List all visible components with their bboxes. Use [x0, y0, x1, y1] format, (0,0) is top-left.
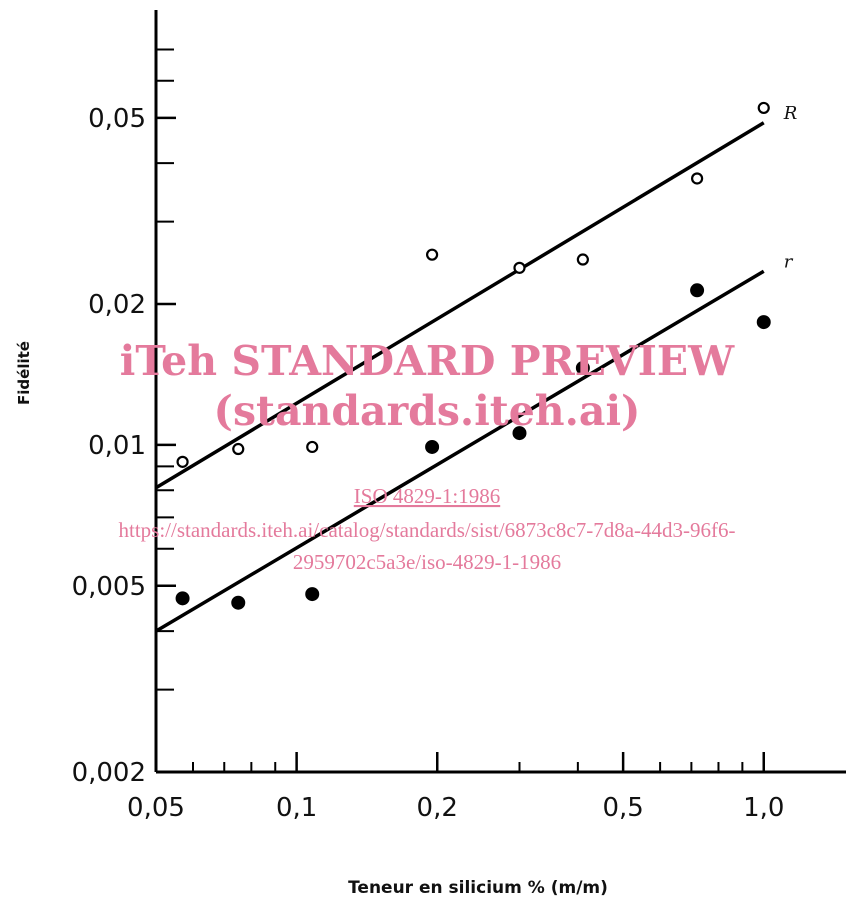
data-point-r: [231, 595, 246, 610]
axes: 0,05 0,1 0,2 0,5 1,0 0,002 0,005 0,01 0,02 0,05: [72, 10, 846, 823]
watermark-url-1[interactable]: https://standards.iteh.ai/catalog/standa…: [118, 518, 735, 542]
y-tick-label: 0,02: [88, 290, 146, 320]
watermark-title: iTeh STANDARD PREVIEW: [120, 337, 735, 385]
data-point-R: [757, 101, 770, 115]
data-point-r: [512, 426, 527, 441]
data-point-r: [690, 283, 705, 298]
data-point-R: [232, 442, 245, 456]
y-tick-label: 0,01: [88, 431, 146, 461]
y-axis-title: Fidélité: [15, 341, 33, 405]
data-point-r: [575, 361, 590, 376]
data-point-R: [513, 261, 526, 274]
watermark-url-2[interactable]: 2959702c5a3e/iso-4829-1-1986: [293, 550, 561, 574]
data-point-R: [176, 455, 189, 468]
data-point-r: [756, 315, 771, 330]
x-tick-label: 0,2: [417, 793, 458, 823]
x-tick-label: 0,1: [276, 793, 317, 823]
fit-lines: [155, 121, 765, 633]
series-labels: Rr: [783, 103, 798, 273]
watermark: iTeh STANDARD PREVIEW (standards.iteh.ai…: [118, 337, 735, 574]
x-axis-title: Teneur en silicium % (m/m): [348, 878, 608, 898]
data-point-R: [690, 172, 704, 185]
fit-line-R: [155, 121, 765, 490]
x-tick-label: 1,0: [743, 793, 784, 823]
data-point-R: [576, 253, 589, 266]
y-tick-label: 0,005: [72, 572, 146, 602]
data-point-r: [425, 439, 440, 454]
data-points: [175, 101, 771, 610]
data-point-R: [306, 440, 319, 454]
y-tick-label: 0,05: [88, 104, 146, 134]
fit-line-r: [155, 269, 765, 633]
data-point-R: [426, 248, 439, 261]
watermark-subtitle: (standards.iteh.ai): [214, 387, 641, 435]
y-tick-label: 0,002: [72, 758, 146, 788]
x-tick-label: 0,5: [602, 793, 643, 823]
series-label-R: R: [783, 103, 798, 124]
x-tick-label: 0,05: [127, 793, 185, 823]
data-point-r: [305, 587, 320, 602]
watermark-iso-link[interactable]: ISO 4829-1:1986: [354, 484, 500, 508]
data-point-r: [175, 591, 190, 606]
series-label-r: r: [784, 251, 794, 272]
